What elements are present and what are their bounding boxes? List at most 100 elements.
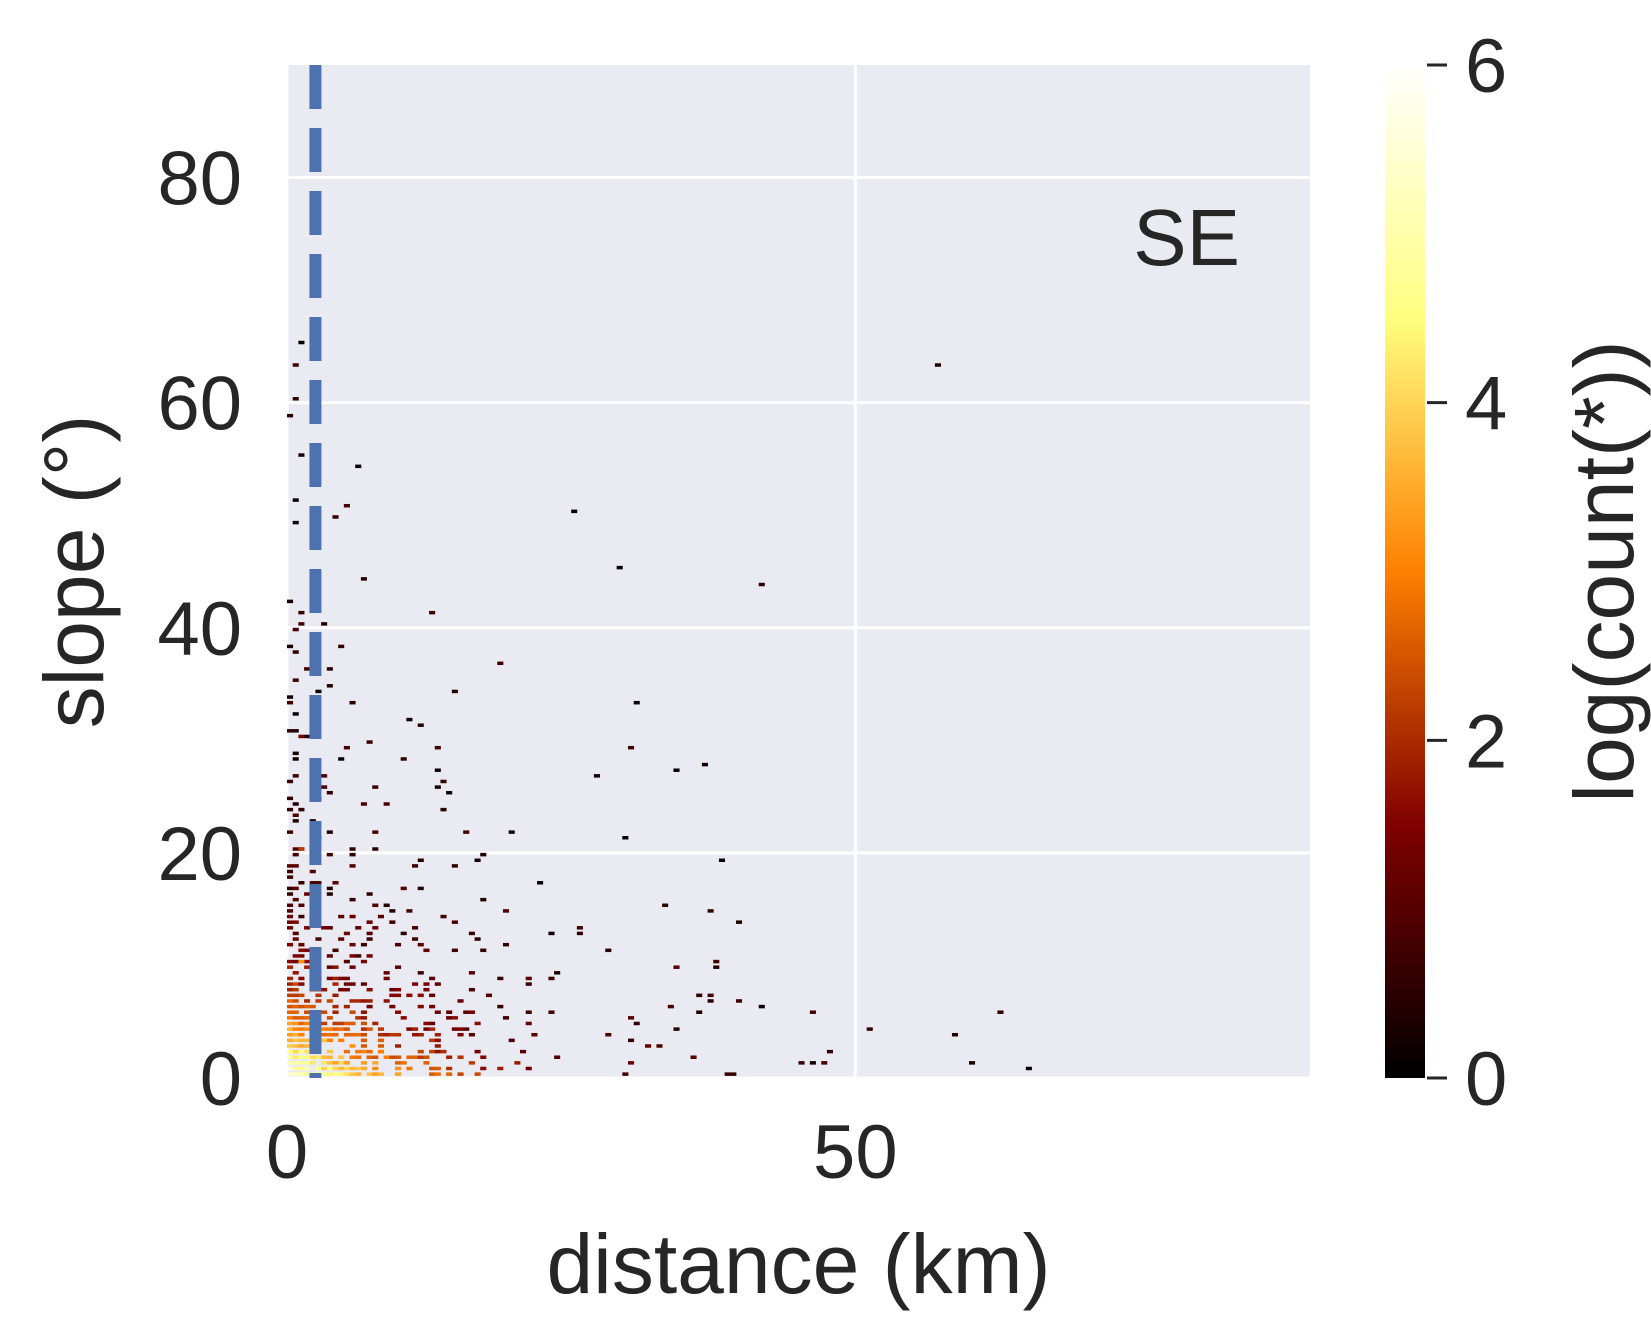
heatmap-cell-84 [298, 1072, 305, 1076]
heatmap-cell-236 [343, 987, 350, 992]
heatmap-cell-493 [809, 1010, 816, 1014]
heatmap-cell-172 [321, 1021, 328, 1026]
heatmap-cell-190 [326, 965, 333, 969]
heatmap-cell-89 [298, 1044, 305, 1048]
heatmap-cell-388 [434, 1049, 441, 1054]
heatmap-cell-79 [292, 627, 299, 632]
heatmap-cell-483 [707, 909, 714, 913]
heatmap-cell-55 [292, 993, 299, 998]
heatmap-cell-21 [287, 926, 294, 930]
heatmap-cell-120 [304, 999, 311, 1003]
heatmap-cell-280 [360, 1010, 367, 1014]
heatmap-cell-459 [576, 931, 583, 936]
sample-cell-0 [292, 1061, 299, 1065]
heatmap-cell-417 [457, 999, 464, 1003]
sample-cell-2 [309, 1061, 316, 1065]
heatmap-cell-126 [304, 734, 311, 739]
heatmap-cell-246 [349, 1044, 356, 1048]
heatmap-cell-184 [326, 1038, 333, 1043]
heatmap-cell-379 [429, 1038, 436, 1043]
heatmap-cell-123 [304, 948, 311, 953]
heatmap-cell-69 [292, 819, 299, 823]
heatmap-cell-324 [389, 1055, 396, 1059]
heatmap-cell-394 [434, 785, 441, 789]
heatmap-cell-439 [497, 976, 504, 981]
heatmap-cell-307 [372, 847, 379, 851]
heatmap-cell-61 [292, 937, 299, 941]
heatmap-cell-203 [332, 1032, 339, 1037]
sample-cell-3 [321, 1038, 328, 1043]
heatmap-cell-96 [298, 993, 305, 998]
heatmap-cell-10 [287, 1016, 294, 1020]
heatmap-cell-303 [372, 1055, 379, 1059]
heatmap-cell-204 [332, 1027, 339, 1031]
heatmap-cell-296 [366, 931, 373, 936]
heatmap-cell-365 [417, 971, 424, 975]
heatmap-cell-325 [389, 1032, 396, 1037]
heatmap-cell-48 [292, 1032, 299, 1037]
heatmap-cell-372 [423, 1021, 430, 1026]
heatmap-cell-405 [446, 1010, 453, 1014]
heatmap-cell-319 [383, 999, 390, 1003]
heatmap-cell-300 [372, 1072, 379, 1076]
heatmap-cell-264 [355, 1049, 362, 1054]
heatmap-cell-66 [292, 864, 299, 868]
heatmap-cell-476 [673, 965, 680, 969]
sample-cell-18 [298, 340, 305, 345]
heatmap-cell-1 [287, 1066, 294, 1071]
heatmap-cell-454 [548, 1010, 555, 1014]
heatmap-cell-95 [298, 1004, 305, 1009]
sample-cell-14 [298, 847, 305, 851]
heatmap-cell-393 [434, 982, 441, 986]
heatmap-cell-195 [326, 852, 333, 857]
heatmap-cell-0 [287, 1072, 294, 1076]
heatmap-cell-461 [593, 774, 600, 778]
heatmap-cell-342 [400, 1061, 407, 1065]
heatmap-cell-91 [298, 1032, 305, 1037]
heatmap-cell-62 [292, 931, 299, 936]
heatmap-cell-201 [332, 1066, 339, 1071]
heatmap-cell-286 [360, 577, 367, 581]
heatmap-cell-196 [326, 830, 333, 834]
heatmap-cell-180 [326, 1066, 333, 1071]
heatmap-cell-278 [360, 1021, 367, 1026]
x-axis-ticks: 0 50 [266, 1110, 898, 1195]
heatmap-cell-74 [292, 751, 299, 756]
heatmap-cell-187 [326, 1016, 333, 1020]
heatmap-cell-7 [287, 1032, 294, 1037]
heatmap-cell-9 [287, 1021, 294, 1026]
heatmap-cell-312 [377, 1044, 385, 1048]
heatmap-cell-498 [951, 1032, 959, 1037]
heatmap-cell-443 [502, 909, 510, 913]
heatmap-cell-350 [406, 993, 413, 998]
heatmap-cell-156 [315, 993, 322, 998]
heatmap-cell-137 [309, 1004, 316, 1009]
heatmap-cell-115 [304, 1027, 311, 1031]
heatmap-cell-222 [338, 987, 345, 992]
heatmap-cell-256 [349, 897, 356, 902]
heatmap-cell-438 [497, 1004, 504, 1009]
heatmap-cell-360 [417, 1055, 424, 1059]
colorbar-tick-label-0: 0 [1465, 1037, 1507, 1122]
heatmap-cell-343 [400, 1016, 407, 1020]
heatmap-cell-478 [696, 1010, 703, 1014]
heatmap-cell-166 [321, 1066, 328, 1071]
heatmap-cell-8 [287, 1027, 294, 1031]
heatmap-cell-397 [440, 1049, 447, 1054]
heatmap-cell-68 [292, 847, 299, 851]
heatmap-cell-421 [468, 1032, 475, 1037]
heatmap-cell-436 [485, 993, 492, 998]
heatmap-cell-32 [287, 807, 294, 812]
heatmap-cell-381 [429, 1021, 436, 1026]
heatmap-cell-3 [287, 1055, 294, 1059]
sample-cell-17 [298, 453, 305, 457]
heatmap-cell-377 [429, 1066, 436, 1071]
colorbar-tick-label-2: 4 [1465, 362, 1507, 447]
heatmap-cell-125 [304, 892, 311, 896]
heatmap-cell-341 [394, 942, 402, 947]
heatmap-cell-467 [628, 1016, 635, 1020]
heatmap-cell-223 [338, 976, 345, 981]
heatmap-cell-241 [343, 745, 350, 750]
heatmap-cell-351 [406, 909, 413, 913]
heatmap-cell-429 [474, 937, 481, 941]
